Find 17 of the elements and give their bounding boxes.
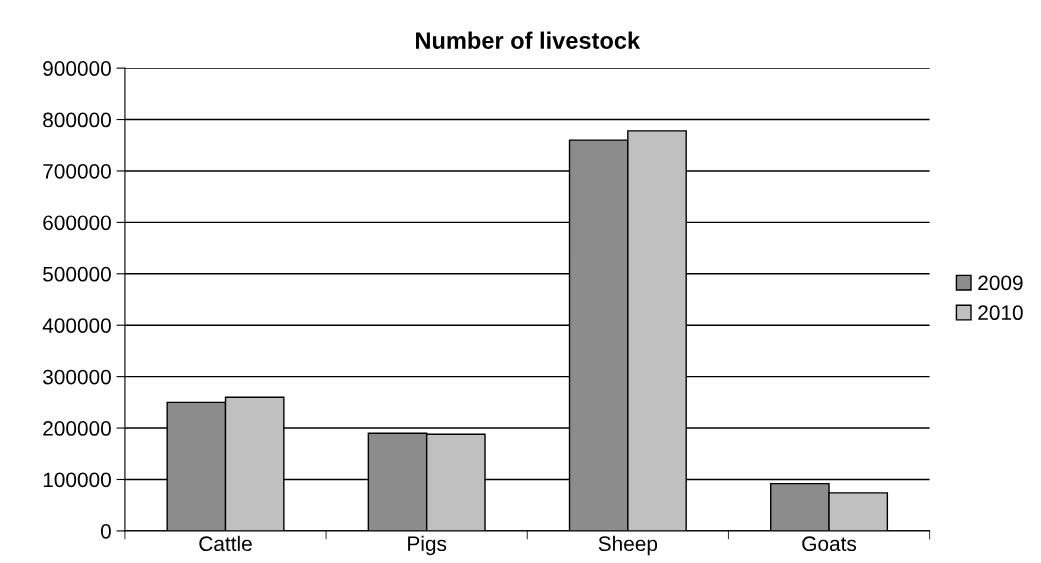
y-tick-label: 800000 — [43, 112, 111, 128]
legend-label: 2009 — [978, 275, 1023, 291]
y-tick-label: 500000 — [43, 266, 111, 282]
legend-label: 2010 — [978, 305, 1023, 321]
x-tick-label: Cattle — [199, 535, 252, 552]
y-tick-label: 600000 — [43, 215, 111, 231]
y-tick-label: 300000 — [43, 369, 111, 385]
y-tick-label: 900000 — [43, 61, 111, 76]
x-tick-label: Pigs — [408, 535, 447, 556]
y-tick-label: 0 — [100, 523, 111, 539]
x-tick-label: Goats — [802, 536, 857, 552]
x-tick-label: Sheep — [598, 535, 658, 556]
y-tick-label: 400000 — [42, 318, 111, 333]
y-tick-label: 700000 — [43, 163, 111, 179]
chart-title: Number of livestock — [416, 31, 641, 49]
y-tick-label: 100000 — [43, 472, 111, 488]
y-tick-label: 200000 — [43, 421, 111, 436]
